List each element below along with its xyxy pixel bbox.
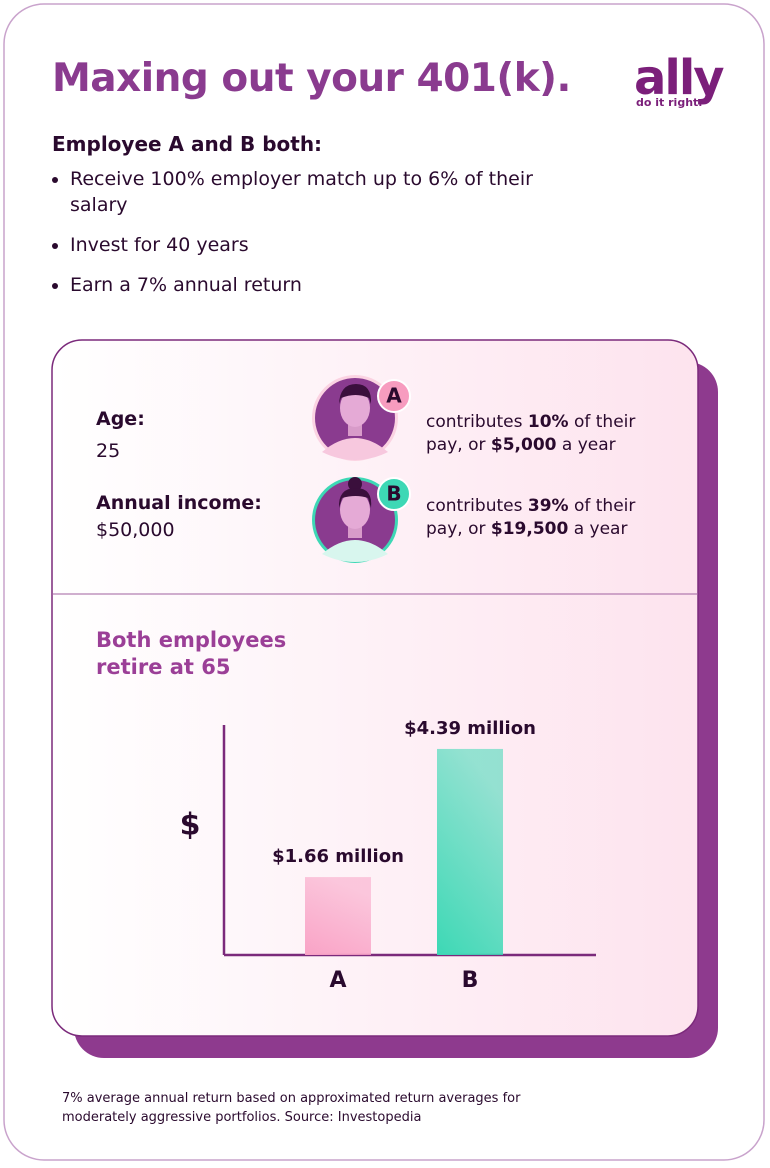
- bullet: Invest for 40 years: [70, 232, 540, 258]
- percent: 39%: [527, 496, 569, 516]
- text: contributes: [426, 496, 528, 516]
- chart: $ A $1.66 million B $4.39 million: [180, 718, 596, 993]
- avatar-b: [312, 477, 398, 563]
- logo: ally: [634, 50, 725, 106]
- amount: $19,500: [490, 519, 569, 539]
- bullet: Earn a 7% annual return: [70, 272, 540, 298]
- x-tick-label: A: [329, 968, 346, 993]
- contribution-b: contributes 39% of their pay, or $19,500…: [426, 495, 666, 541]
- text: contributes: [426, 412, 528, 432]
- avatar-a: [312, 375, 398, 461]
- badge-label: B: [386, 482, 401, 506]
- income-label: Annual income:: [96, 492, 262, 514]
- footnote: 7% average annual return based on approx…: [62, 1091, 521, 1125]
- text: a year: [556, 435, 616, 455]
- text: a year: [568, 519, 628, 539]
- title: Maxing out your 401(k).: [52, 56, 571, 101]
- bullet-list: Receive 100% employer match up to 6% of …: [52, 166, 540, 312]
- age: 25: [96, 440, 121, 462]
- income: $50,000: [96, 519, 175, 541]
- badge-a: [377, 379, 411, 413]
- value-label: $4.39 million: [404, 718, 536, 739]
- tagline: do it right.: [636, 96, 703, 109]
- bar: [437, 748, 503, 955]
- badge-b: [377, 477, 411, 511]
- amount: $5,000: [490, 435, 557, 455]
- bullet: Receive 100% employer match up to 6% of …: [70, 166, 540, 218]
- chart-title: Both employees retire at 65: [96, 628, 287, 679]
- y-axis-label: $: [180, 808, 201, 843]
- percent: 10%: [527, 412, 569, 432]
- contribution-a: contributes 10% of their pay, or $5,000 …: [426, 411, 666, 457]
- card: [51, 339, 699, 1037]
- x-tick-label: B: [462, 968, 479, 993]
- value-label: $1.66 million: [272, 846, 404, 867]
- intro-heading: Employee A and B both:: [52, 132, 323, 156]
- age-label: Age:: [96, 408, 145, 430]
- text: of their pay, or: [426, 412, 636, 455]
- badge-label: A: [386, 384, 402, 408]
- text: of their pay, or: [426, 496, 636, 539]
- bar: [305, 877, 371, 955]
